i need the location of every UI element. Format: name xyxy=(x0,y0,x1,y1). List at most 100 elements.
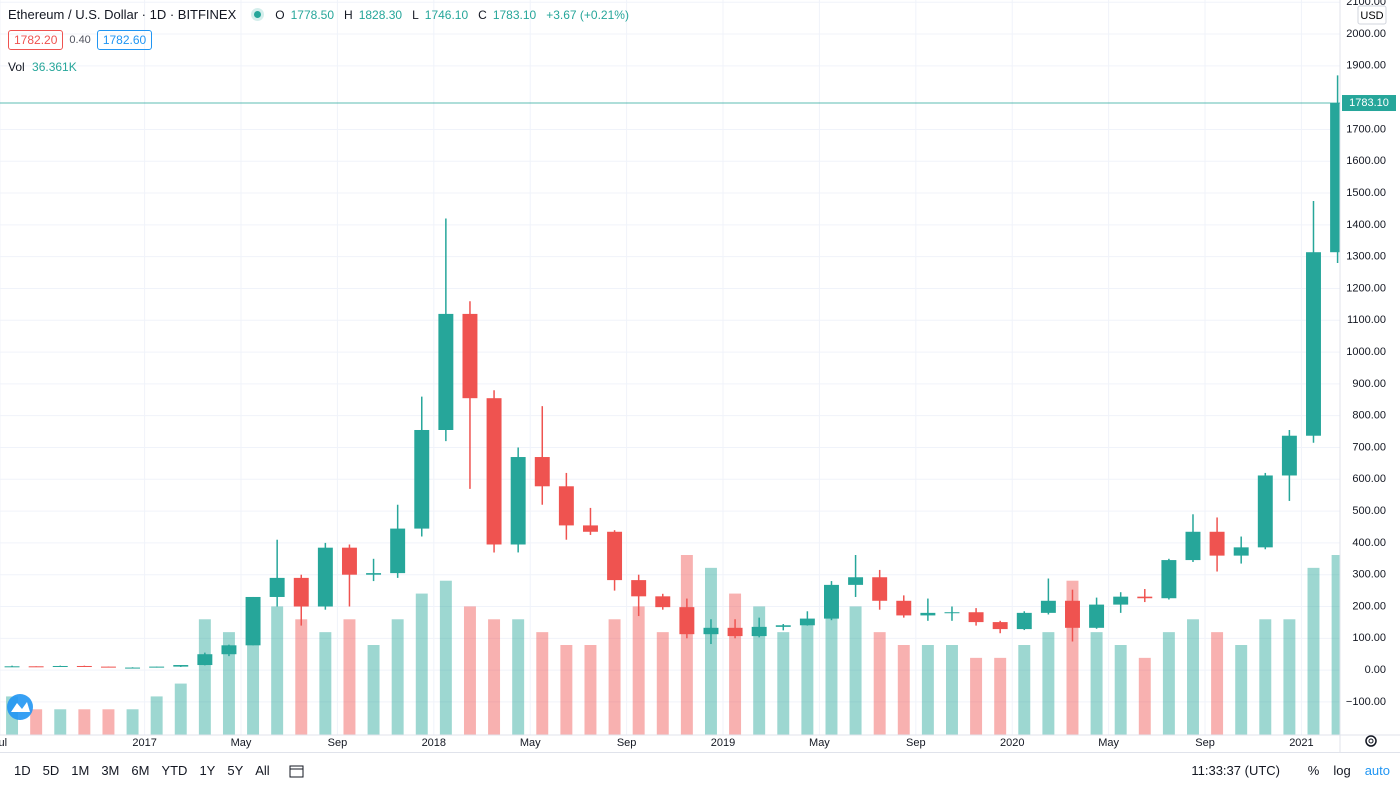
candle-body xyxy=(1161,560,1177,599)
volume-bar xyxy=(1235,645,1248,735)
candle-body xyxy=(125,667,141,669)
volume-bar xyxy=(1018,645,1031,735)
volume-bar xyxy=(247,632,260,735)
ohlc-value: 1783.10 xyxy=(492,7,537,22)
x-tick-label: 2020 xyxy=(1000,737,1024,749)
range-button[interactable]: 6M xyxy=(131,763,150,778)
volume-bar xyxy=(54,709,67,735)
candle-body xyxy=(462,313,478,399)
ohlc-label: C xyxy=(478,7,487,22)
candle-body xyxy=(558,486,574,526)
candles xyxy=(4,75,1346,669)
last-price-label: 1783.10 xyxy=(1349,97,1389,109)
volume-bar xyxy=(729,593,742,735)
candle-body xyxy=(944,612,960,614)
volume-bar xyxy=(198,619,211,735)
date-range-icon[interactable] xyxy=(289,763,305,779)
candle-body xyxy=(390,528,406,574)
candle-body xyxy=(52,665,68,667)
y-tick-label: 1700.00 xyxy=(1346,123,1386,135)
header: Ethereum / U.S. Dollar · 1D · BITFINEX O… xyxy=(8,7,633,22)
candle-body xyxy=(1040,600,1056,613)
range-button[interactable]: All xyxy=(255,763,270,778)
candle-body xyxy=(28,666,44,668)
volume-bar xyxy=(391,619,404,735)
candle-body xyxy=(1113,596,1129,605)
candle-body xyxy=(76,665,92,667)
candle-body xyxy=(920,612,936,616)
candle-body xyxy=(1089,604,1105,628)
volume-bar xyxy=(488,619,501,735)
y-tick-label: 900.00 xyxy=(1352,378,1386,390)
y-tick-label: 1200.00 xyxy=(1346,282,1386,294)
candle-body xyxy=(1257,475,1273,548)
volume-bar xyxy=(680,555,693,735)
candle-body xyxy=(582,525,598,532)
volume-legend: Vol 36.361K xyxy=(8,60,77,74)
ohlc-label: H xyxy=(344,7,353,22)
candle-body xyxy=(510,457,526,545)
clock: 11:33:37 (UTC) xyxy=(1191,763,1280,778)
volume-bar xyxy=(1138,657,1151,735)
x-tick-label: May xyxy=(809,737,830,749)
x-tick-label: 2017 xyxy=(132,737,156,749)
candle-body xyxy=(269,577,285,597)
volume-bar xyxy=(994,657,1007,735)
volume-bar xyxy=(1162,632,1175,735)
y-tick-label: 1900.00 xyxy=(1346,60,1386,72)
candle-body xyxy=(1137,596,1153,599)
volume-bar xyxy=(150,696,163,735)
candle-body xyxy=(149,666,165,668)
y-tick-label: 100.00 xyxy=(1352,632,1386,644)
candle-body xyxy=(631,580,647,597)
y-tick-label: 700.00 xyxy=(1352,441,1386,453)
range-button[interactable]: 1D xyxy=(14,763,31,778)
candle-body xyxy=(751,626,767,637)
price-axis xyxy=(1340,0,1400,752)
x-tick-label: Jul xyxy=(0,737,7,749)
candle-body xyxy=(341,547,357,575)
volume-bar xyxy=(222,632,235,735)
candle-body xyxy=(679,607,695,635)
volume-bar xyxy=(1211,632,1224,735)
volume-bar xyxy=(656,632,669,735)
settings-icon[interactable] xyxy=(1365,735,1377,747)
range-button[interactable]: 3M xyxy=(101,763,120,778)
range-button[interactable]: 1Y xyxy=(199,763,216,778)
candle-body xyxy=(100,666,116,668)
candle-body xyxy=(1233,547,1249,556)
volume-bar xyxy=(512,619,525,735)
candle-body xyxy=(221,645,237,655)
candle-body xyxy=(727,627,743,637)
volume-bar xyxy=(704,567,717,735)
bid[interactable]: 1782.20 xyxy=(8,30,64,50)
range-button[interactable]: 1M xyxy=(71,763,90,778)
y-tick-label: 600.00 xyxy=(1352,473,1386,485)
volume-bar xyxy=(1066,580,1079,735)
options: % log auto xyxy=(1308,763,1390,778)
range-button[interactable]: 5Y xyxy=(227,763,244,778)
volume-bar xyxy=(78,709,91,735)
volume-bar xyxy=(1090,632,1103,735)
volume-bar xyxy=(777,632,790,735)
scale-option[interactable]: % xyxy=(1307,763,1320,778)
bottom-toolbar: 1D 5D 1M 3M 6M YTD 1Y 5Y All 11:33:37 (UTC) % log… xyxy=(0,752,1400,788)
currency: USD xyxy=(1360,10,1383,22)
range-button[interactable]: YTD xyxy=(161,763,188,778)
candle-body xyxy=(799,618,815,626)
volume-bar xyxy=(632,606,645,735)
ranges: 1D 5D 1M 3M 6M YTD 1Y 5Y All xyxy=(14,763,270,778)
ask[interactable]: 1782.60 xyxy=(96,30,153,50)
scale-option[interactable]: log xyxy=(1333,763,1351,778)
scale-option[interactable]: auto xyxy=(1364,763,1390,778)
volume-value: 36.361K xyxy=(32,60,77,74)
x-tick-label: 2019 xyxy=(711,737,735,749)
range-button[interactable]: 5D xyxy=(42,763,60,778)
quote: 1782.20 0.40 1782.60 xyxy=(8,30,153,50)
volume-bar xyxy=(921,645,934,735)
logo xyxy=(7,694,33,720)
volume-bar xyxy=(415,593,428,735)
volume-bar xyxy=(536,632,549,735)
candle-body xyxy=(1306,252,1321,436)
